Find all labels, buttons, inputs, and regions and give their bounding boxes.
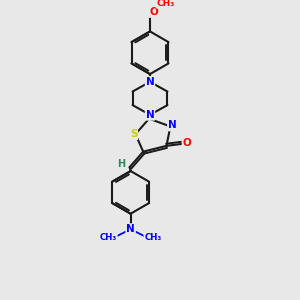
Text: N: N	[146, 77, 154, 87]
Text: CH₃: CH₃	[100, 233, 117, 242]
Text: O: O	[149, 7, 158, 17]
Text: N: N	[168, 121, 177, 130]
Text: O: O	[182, 138, 191, 148]
Text: S: S	[130, 129, 137, 139]
Text: CH₃: CH₃	[156, 0, 175, 8]
Text: N: N	[146, 110, 154, 120]
Text: H: H	[117, 159, 125, 169]
Text: N: N	[126, 224, 135, 234]
Text: CH₃: CH₃	[144, 233, 161, 242]
